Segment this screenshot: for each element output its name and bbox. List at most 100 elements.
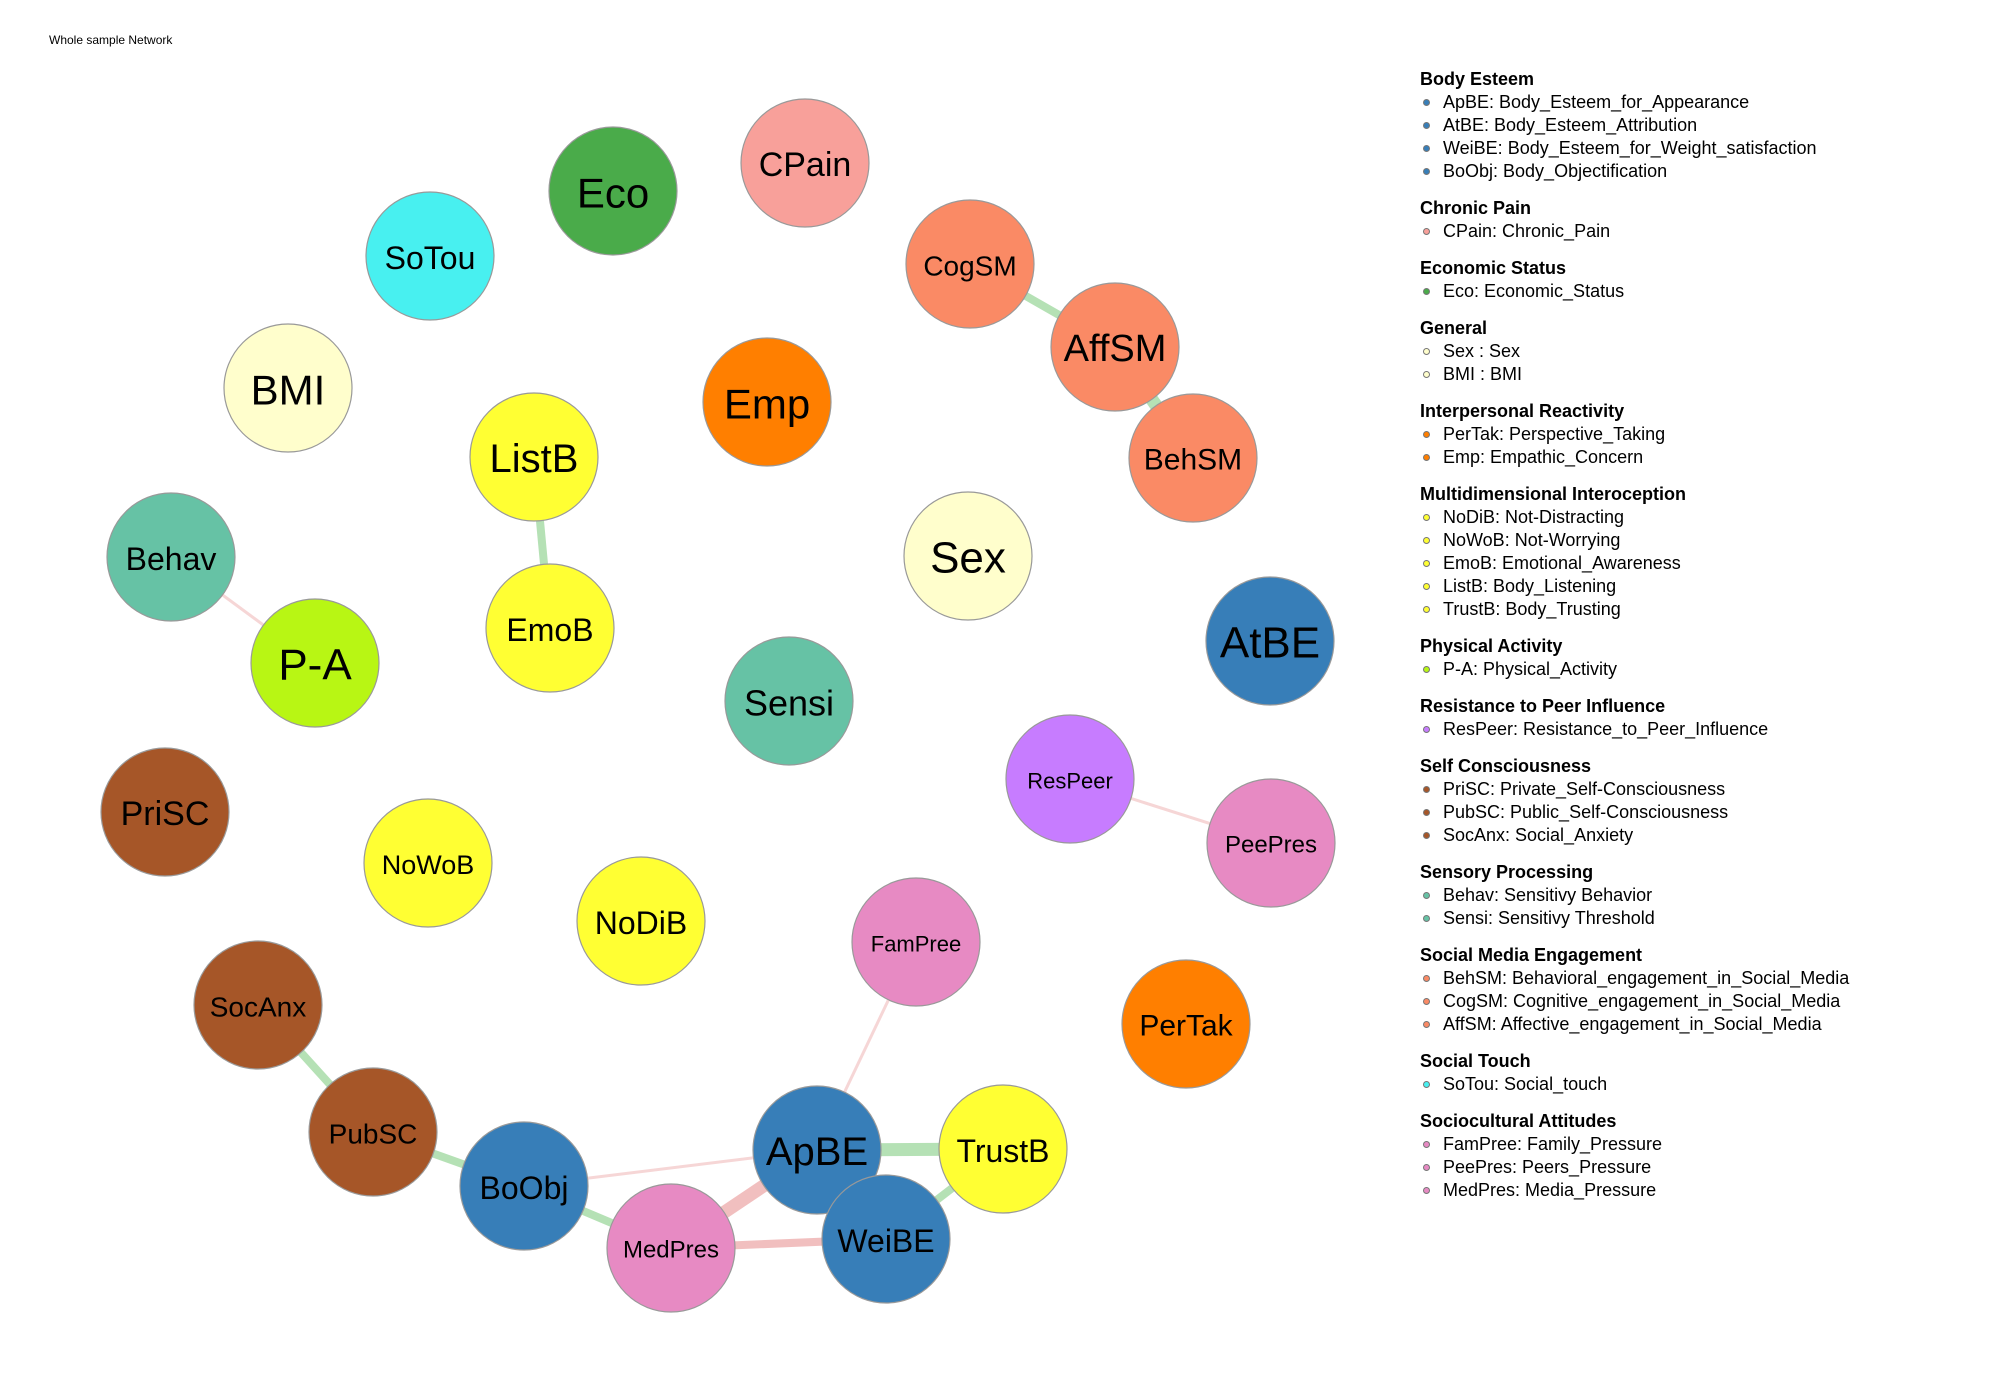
legend-dot-icon xyxy=(1423,786,1430,793)
legend-group: Chronic Pain CPain: Chronic_Pain xyxy=(1420,197,1980,243)
node-circle xyxy=(223,323,353,453)
legend-item: SocAnx: Social_Anxiety xyxy=(1420,824,1980,847)
legend-item-label: ResPeer: Resistance_to_Peer_Influence xyxy=(1443,719,1769,739)
legend-group-title: Chronic Pain xyxy=(1420,198,1532,218)
legend-item: PeePres: Peers_Pressure xyxy=(1420,1156,1980,1179)
node-PerTak[interactable]: PerTak xyxy=(1121,959,1251,1089)
legend-group: General Sex : Sex BMI : BMI xyxy=(1420,317,1980,386)
legend-item-label: Sex : Sex xyxy=(1443,341,1521,361)
legend-item-label: Eco: Economic_Status xyxy=(1443,281,1625,301)
node-circle xyxy=(905,199,1035,329)
node-circle xyxy=(724,636,854,766)
legend-item-label: BMI : BMI xyxy=(1443,364,1523,384)
node-AffSM[interactable]: AffSM xyxy=(1050,282,1180,412)
node-AtBE[interactable]: AtBE xyxy=(1205,576,1335,706)
legend-item: FamPree: Family_Pressure xyxy=(1420,1133,1980,1156)
legend-item-label: FamPree: Family_Pressure xyxy=(1443,1134,1663,1154)
node-ListB[interactable]: ListB xyxy=(469,392,599,522)
legend-dot-icon xyxy=(1423,431,1430,438)
legend-item-label: NoWoB: Not-Worrying xyxy=(1443,530,1621,550)
legend-item: Sex : Sex xyxy=(1420,340,1980,363)
node-FamPree[interactable]: FamPree xyxy=(851,877,981,1007)
node-label: PeePres xyxy=(1225,832,1317,859)
legend-dot-icon xyxy=(1423,606,1430,613)
legend-item-label: PriSC: Private_Self-Consciousness xyxy=(1443,779,1726,799)
node-Behav[interactable]: Behav xyxy=(106,492,236,622)
legend-item-label: AffSM: Affective_engagement_in_Social_Me… xyxy=(1443,1014,1822,1034)
node-circle xyxy=(469,392,599,522)
legend-item-label: PubSC: Public_Self-Consciousness xyxy=(1443,802,1729,822)
node-circle xyxy=(250,598,380,728)
node-label: Sensi xyxy=(744,683,834,724)
node-TrustB[interactable]: TrustB xyxy=(938,1084,1068,1214)
node-circle xyxy=(606,1183,736,1313)
node-circle xyxy=(193,940,323,1070)
node-circle xyxy=(740,98,870,228)
node-PubSC[interactable]: PubSC xyxy=(308,1067,438,1197)
node-circle xyxy=(702,337,832,467)
legend-dot-icon xyxy=(1423,168,1430,175)
node-CogSM[interactable]: CogSM xyxy=(905,199,1035,329)
legend-group: Resistance to Peer Influence ResPeer: Res… xyxy=(1420,695,1980,741)
legend-group-title: Sensory Processing xyxy=(1420,862,1594,882)
node-BehSM[interactable]: BehSM xyxy=(1128,393,1258,523)
node-label: PerTak xyxy=(1139,1010,1233,1043)
node-label: FamPree xyxy=(871,932,961,957)
legend-dot-icon xyxy=(1423,1187,1430,1194)
legend-dot-icon xyxy=(1423,809,1430,816)
legend-item-label: PeePres: Peers_Pressure xyxy=(1443,1157,1652,1177)
node-SocAnx[interactable]: SocAnx xyxy=(193,940,323,1070)
node-label: Eco xyxy=(577,170,649,217)
node-P-A[interactable]: P-A xyxy=(250,598,380,728)
node-CPain[interactable]: CPain xyxy=(740,98,870,228)
legend-item-label: Emp: Empathic_Concern xyxy=(1443,447,1644,467)
legend-dot-icon xyxy=(1423,892,1430,899)
node-label: NoWoB xyxy=(382,850,475,880)
legend-dot-icon xyxy=(1423,975,1430,982)
node-circle xyxy=(100,747,230,877)
legend-item-label: P-A: Physical_Activity xyxy=(1443,659,1618,679)
legend-group: Social Touch SoTou: Social_touch xyxy=(1420,1050,1980,1096)
legend-item-label: ApBE: Body_Esteem_for_Appearance xyxy=(1443,92,1750,112)
node-circle xyxy=(459,1121,589,1251)
legend-item-label: CogSM: Cognitive_engagement_in_Social_Me… xyxy=(1443,991,1841,1011)
legend-dot-icon xyxy=(1423,288,1430,295)
node-ResPeer[interactable]: ResPeer xyxy=(1005,714,1135,844)
node-label: SoTou xyxy=(385,240,476,276)
node-SoTou[interactable]: SoTou xyxy=(365,191,495,321)
node-Emp[interactable]: Emp xyxy=(702,337,832,467)
legend-dot-icon xyxy=(1423,915,1430,922)
node-PeePres[interactable]: PeePres xyxy=(1206,778,1336,908)
node-EmoB[interactable]: EmoB xyxy=(485,563,615,693)
node-NoWoB[interactable]: NoWoB xyxy=(363,798,493,928)
node-ApBE[interactable]: ApBE xyxy=(752,1085,882,1215)
node-circle xyxy=(106,492,236,622)
node-label: MedPres xyxy=(623,1237,719,1264)
legend-item: Emp: Empathic_Concern xyxy=(1420,446,1980,469)
legend-item: P-A: Physical_Activity xyxy=(1420,658,1980,681)
node-MedPres[interactable]: MedPres xyxy=(606,1183,736,1313)
node-Sex[interactable]: Sex xyxy=(903,491,1033,621)
node-circle xyxy=(1005,714,1135,844)
node-circle xyxy=(308,1067,438,1197)
node-PriSC[interactable]: PriSC xyxy=(100,747,230,877)
node-circle xyxy=(365,191,495,321)
node-label: Sex xyxy=(930,534,1006,583)
node-BoObj[interactable]: BoObj xyxy=(459,1121,589,1251)
legend-dot-icon xyxy=(1423,1081,1430,1088)
node-BMI[interactable]: BMI xyxy=(223,323,353,453)
node-circle xyxy=(1121,959,1251,1089)
legend-item-label: NoDiB: Not-Distracting xyxy=(1443,507,1625,527)
legend-item: NoDiB: Not-Distracting xyxy=(1420,506,1980,529)
node-Sensi[interactable]: Sensi xyxy=(724,636,854,766)
node-WeiBE[interactable]: WeiBE xyxy=(821,1174,951,1304)
legend-item: TrustB: Body_Trusting xyxy=(1420,598,1980,621)
node-NoDiB[interactable]: NoDiB xyxy=(576,856,706,986)
legend-item-label: CPain: Chronic_Pain xyxy=(1443,221,1611,241)
legend-group-title: Body Esteem xyxy=(1420,69,1535,89)
legend-item: BehSM: Behavioral_engagement_in_Social_M… xyxy=(1420,967,1980,990)
node-label: TrustB xyxy=(956,1133,1049,1169)
node-label: EmoB xyxy=(506,612,593,648)
node-Eco[interactable]: Eco xyxy=(548,126,678,256)
legend-item: CogSM: Cognitive_engagement_in_Social_Me… xyxy=(1420,990,1980,1013)
